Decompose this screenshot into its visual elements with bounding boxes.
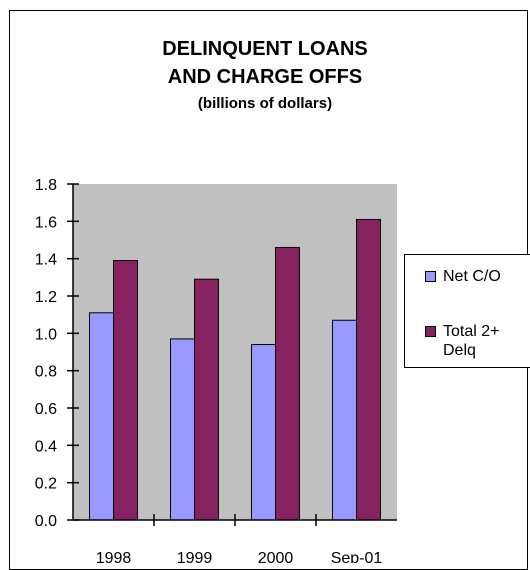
- bar-net-co-1999: [170, 338, 195, 521]
- y-tick-label: 1.4: [35, 252, 57, 269]
- bar-net-co-2000: [251, 344, 276, 521]
- legend: Net C/O Total 2+ Delq: [404, 254, 530, 368]
- legend-swatch-net-co: [425, 271, 436, 282]
- y-tick-label: 1.0: [35, 326, 57, 343]
- x-tick-label: 1998: [96, 550, 132, 563]
- x-tick-label: 1999: [177, 550, 213, 563]
- legend-label-net-co: Net C/O: [443, 268, 501, 285]
- y-tick-label: 0.4: [35, 438, 57, 455]
- y-tick-label: 0.2: [35, 476, 57, 493]
- x-tick-label: Sep-01: [331, 550, 383, 563]
- y-tick-label: 1.8: [35, 177, 57, 194]
- y-tick-label: 1.2: [35, 289, 57, 306]
- y-tick-label: 1.6: [35, 214, 57, 231]
- legend-label-total-delq: Total 2+ Delq: [443, 323, 500, 359]
- bar-total-delq-sep-01: [356, 218, 381, 521]
- chart-subtitle: (billions of dollars): [197, 95, 333, 112]
- y-tick-label: 0.0: [35, 513, 57, 530]
- x-tick-label: 2000: [258, 550, 294, 563]
- y-tick-label: 0.6: [35, 401, 57, 418]
- chart-title-line-2: AND CHARGE OFFS: [167, 66, 363, 88]
- bar-total-delq-1999: [194, 278, 219, 521]
- bar-total-delq-2000: [275, 246, 300, 521]
- bar-net-co-sep-01: [332, 319, 357, 521]
- bar-total-delq-1998: [113, 260, 138, 521]
- bar-net-co-1998: [89, 312, 114, 521]
- legend-swatch-total-delq: [425, 326, 436, 337]
- chart-title-line-1: DELINQUENT LOANS: [162, 38, 368, 60]
- y-tick-label: 0.8: [35, 364, 57, 381]
